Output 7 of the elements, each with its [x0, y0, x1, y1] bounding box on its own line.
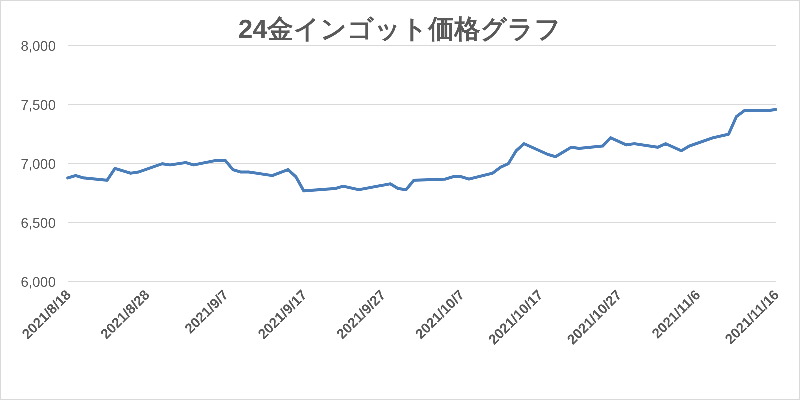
chart-title: 24金インゴット価格グラフ — [238, 14, 562, 44]
y-tick-label: 7,500 — [20, 97, 56, 113]
line-series — [66, 108, 778, 193]
y-tick-label: 8,000 — [20, 38, 56, 54]
y-tick-label: 6,000 — [20, 274, 56, 290]
y-tick-label: 7,000 — [20, 156, 56, 172]
y-tick-label: 6,500 — [20, 215, 56, 231]
